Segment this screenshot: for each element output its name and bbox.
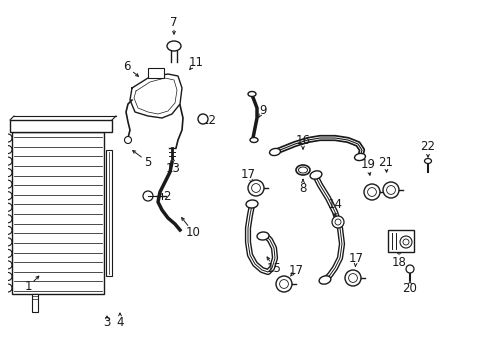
Ellipse shape: [309, 171, 321, 179]
FancyBboxPatch shape: [12, 132, 104, 294]
FancyBboxPatch shape: [10, 120, 112, 132]
Circle shape: [363, 184, 379, 200]
Circle shape: [402, 239, 408, 245]
Circle shape: [275, 276, 291, 292]
Ellipse shape: [354, 153, 365, 161]
Text: 17: 17: [240, 168, 255, 181]
FancyBboxPatch shape: [32, 294, 38, 312]
Ellipse shape: [295, 165, 309, 175]
Circle shape: [198, 114, 207, 124]
Text: 17: 17: [348, 252, 363, 265]
Circle shape: [142, 191, 153, 201]
Ellipse shape: [257, 232, 268, 240]
Ellipse shape: [298, 167, 307, 173]
Ellipse shape: [269, 148, 280, 156]
Ellipse shape: [247, 91, 256, 96]
Text: 21: 21: [378, 156, 393, 168]
Text: 15: 15: [266, 261, 281, 274]
Circle shape: [348, 274, 357, 282]
FancyBboxPatch shape: [148, 68, 163, 78]
Text: 22: 22: [420, 140, 435, 153]
Circle shape: [247, 180, 264, 196]
Circle shape: [345, 270, 360, 286]
Circle shape: [251, 184, 260, 192]
Ellipse shape: [249, 138, 258, 143]
FancyBboxPatch shape: [387, 230, 413, 252]
Text: 7: 7: [170, 15, 177, 28]
Text: 3: 3: [103, 316, 110, 329]
Text: 9: 9: [259, 104, 266, 117]
Text: 10: 10: [185, 225, 200, 238]
Circle shape: [399, 236, 411, 248]
Circle shape: [279, 280, 288, 288]
Text: 11: 11: [188, 55, 203, 68]
Text: 16: 16: [295, 134, 310, 147]
Text: 12: 12: [201, 113, 216, 126]
Text: 8: 8: [299, 181, 306, 194]
Text: 20: 20: [402, 283, 417, 296]
Text: 18: 18: [391, 256, 406, 270]
Text: 6: 6: [123, 60, 130, 73]
Circle shape: [334, 219, 340, 225]
Text: 14: 14: [327, 198, 342, 211]
Text: 1: 1: [24, 280, 32, 293]
Text: 4: 4: [116, 316, 123, 329]
Text: 13: 13: [165, 162, 180, 175]
Ellipse shape: [245, 200, 258, 208]
Ellipse shape: [319, 276, 330, 284]
Ellipse shape: [167, 41, 181, 51]
Circle shape: [386, 186, 395, 194]
Text: 2: 2: [163, 189, 170, 202]
Circle shape: [367, 188, 376, 197]
Text: 5: 5: [144, 156, 151, 168]
Ellipse shape: [424, 158, 430, 163]
Circle shape: [124, 136, 131, 144]
Polygon shape: [130, 74, 182, 118]
FancyBboxPatch shape: [106, 150, 112, 276]
Text: 19: 19: [360, 158, 375, 171]
Text: 17: 17: [288, 264, 303, 276]
Circle shape: [382, 182, 398, 198]
Circle shape: [331, 216, 343, 228]
Circle shape: [405, 265, 413, 273]
